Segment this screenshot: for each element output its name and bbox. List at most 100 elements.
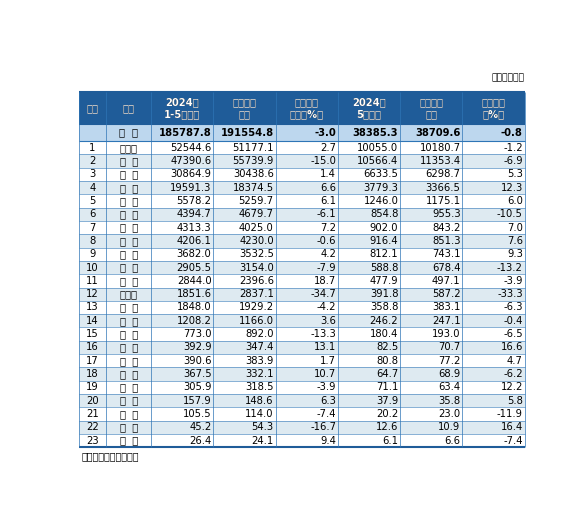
Bar: [338, 381, 400, 394]
Bar: [151, 92, 213, 124]
Text: 2844.0: 2844.0: [177, 276, 211, 286]
Text: 587.2: 587.2: [432, 289, 461, 299]
Text: 20.2: 20.2: [376, 409, 399, 419]
Bar: [79, 208, 106, 221]
Text: 743.1: 743.1: [432, 249, 461, 259]
Bar: [463, 181, 525, 195]
Bar: [400, 314, 463, 328]
Text: 3: 3: [89, 170, 96, 180]
Bar: [151, 434, 213, 447]
Bar: [338, 181, 400, 195]
Bar: [79, 92, 106, 124]
Text: 55739.9: 55739.9: [232, 156, 274, 166]
Bar: [151, 367, 213, 381]
Text: -15.0: -15.0: [310, 156, 336, 166]
Text: 391.8: 391.8: [370, 289, 399, 299]
Bar: [400, 301, 463, 314]
Text: 63.4: 63.4: [438, 382, 461, 392]
Bar: [79, 141, 106, 154]
Text: 1: 1: [89, 143, 96, 153]
Text: 191554.8: 191554.8: [221, 128, 274, 138]
Text: 去年同期
累计: 去年同期 累计: [232, 98, 257, 119]
Text: 16: 16: [86, 342, 99, 352]
Bar: [275, 434, 338, 447]
Bar: [400, 154, 463, 168]
Bar: [338, 274, 400, 288]
Text: -6.3: -6.3: [503, 303, 523, 313]
Text: 14: 14: [86, 316, 99, 326]
Bar: [275, 154, 338, 168]
Bar: [463, 367, 525, 381]
Bar: [151, 248, 213, 261]
Bar: [106, 328, 151, 341]
Text: 7.0: 7.0: [507, 223, 523, 233]
Bar: [213, 168, 275, 181]
Bar: [151, 181, 213, 195]
Bar: [79, 248, 106, 261]
Text: -6.9: -6.9: [503, 156, 523, 166]
Text: 3154.0: 3154.0: [239, 262, 274, 272]
Bar: [400, 124, 463, 141]
Bar: [79, 434, 106, 447]
Text: 10.7: 10.7: [314, 369, 336, 379]
Bar: [79, 421, 106, 434]
Bar: [79, 354, 106, 367]
Text: 同比增减
（%）: 同比增减 （%）: [481, 98, 505, 119]
Bar: [151, 274, 213, 288]
Bar: [79, 314, 106, 328]
Bar: [275, 407, 338, 421]
Bar: [400, 407, 463, 421]
Text: 23.0: 23.0: [438, 409, 461, 419]
Text: 5.3: 5.3: [507, 170, 523, 180]
Bar: [338, 328, 400, 341]
Text: 10055.0: 10055.0: [357, 143, 399, 153]
Bar: [275, 394, 338, 407]
Text: -3.9: -3.9: [316, 382, 336, 392]
Bar: [463, 341, 525, 354]
Bar: [213, 274, 275, 288]
Text: 8: 8: [89, 236, 96, 246]
Bar: [463, 154, 525, 168]
Text: 2837.1: 2837.1: [239, 289, 274, 299]
Text: 105.5: 105.5: [183, 409, 211, 419]
Bar: [338, 141, 400, 154]
Text: 22: 22: [86, 422, 99, 432]
Bar: [106, 208, 151, 221]
Bar: [151, 288, 213, 301]
Bar: [275, 141, 338, 154]
Text: -0.4: -0.4: [504, 316, 523, 326]
Text: 3532.5: 3532.5: [239, 249, 274, 259]
Bar: [400, 274, 463, 288]
Bar: [275, 367, 338, 381]
Text: 福  建: 福 建: [120, 395, 138, 405]
Text: 2024年
1-5月累计: 2024年 1-5月累计: [164, 98, 200, 119]
Text: 4313.3: 4313.3: [177, 223, 211, 233]
Bar: [400, 92, 463, 124]
Text: 367.5: 367.5: [183, 369, 211, 379]
Text: 11: 11: [86, 276, 99, 286]
Bar: [400, 421, 463, 434]
Text: 16.6: 16.6: [501, 342, 523, 352]
Text: 12.6: 12.6: [376, 422, 399, 432]
Bar: [106, 381, 151, 394]
Text: 1.4: 1.4: [320, 170, 336, 180]
Text: 7.6: 7.6: [507, 236, 523, 246]
Bar: [213, 124, 275, 141]
Text: 数据来源于国家统计局: 数据来源于国家统计局: [81, 452, 139, 461]
Text: 6.3: 6.3: [320, 395, 336, 405]
Bar: [338, 301, 400, 314]
Bar: [338, 208, 400, 221]
Bar: [213, 154, 275, 168]
Bar: [400, 261, 463, 274]
Bar: [463, 288, 525, 301]
Bar: [463, 421, 525, 434]
Text: 6.6: 6.6: [320, 183, 336, 193]
Text: 114.0: 114.0: [245, 409, 274, 419]
Bar: [275, 381, 338, 394]
Bar: [151, 394, 213, 407]
Text: 3779.3: 3779.3: [363, 183, 399, 193]
Bar: [400, 208, 463, 221]
Bar: [275, 208, 338, 221]
Bar: [79, 301, 106, 314]
Bar: [151, 168, 213, 181]
